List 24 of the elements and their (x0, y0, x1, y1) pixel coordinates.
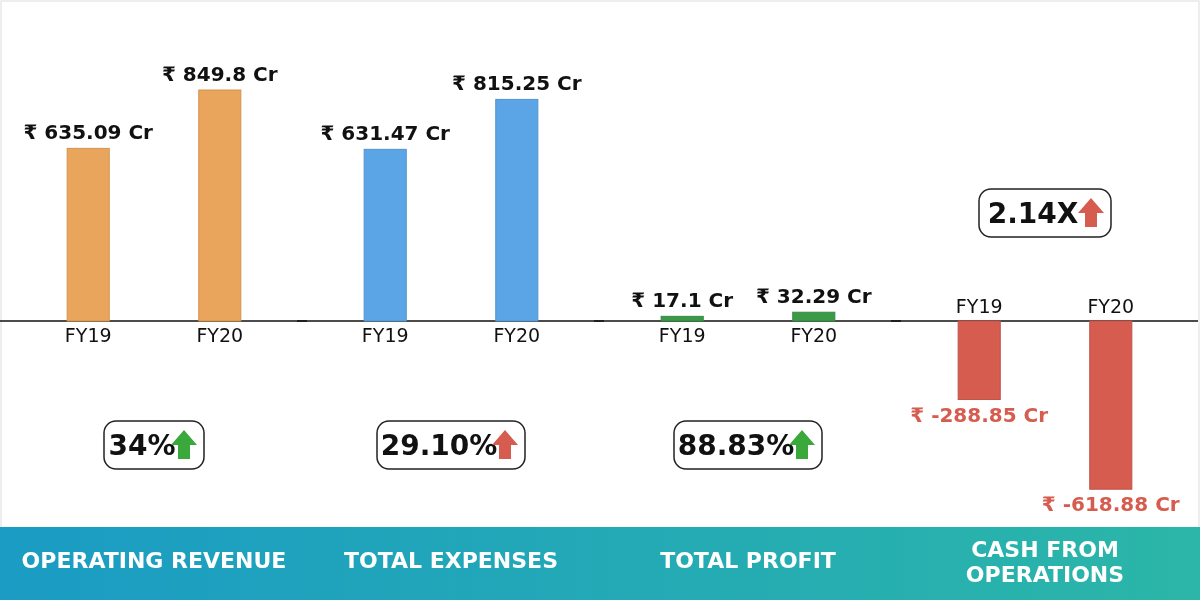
text: 2.14X (987, 197, 1079, 230)
x-tick-label: FY19 (658, 324, 706, 346)
x-tick-label: FY20 (790, 324, 838, 346)
x-tick-label: FY19 (955, 295, 1003, 317)
data-label: ₹ 32.29 Cr (755, 284, 872, 309)
data-label: ₹ 849.8 Cr (161, 62, 278, 86)
text: TOTAL PROFIT (660, 548, 836, 573)
data-label: ₹ 815.25 Cr (452, 71, 582, 96)
text: 34% (108, 429, 176, 462)
data-label: ₹ 635.09 Cr (23, 120, 154, 145)
text: OPERATING REVENUE (21, 548, 287, 573)
data-label: ₹ -288.85 Cr (910, 402, 1049, 427)
text: 88.83% (677, 429, 795, 462)
x-tick-label: FY20 (1087, 295, 1135, 317)
x-tick-label: FY19 (64, 324, 112, 346)
x-tick-label: FY20 (493, 324, 541, 346)
text: 29.10% (380, 429, 498, 462)
text: CASH FROM OPERATIONS (965, 537, 1125, 587)
x-tick-label: FY20 (196, 324, 244, 346)
text: TOTAL EXPENSES (344, 548, 558, 573)
data-label: ₹ -618.88 Cr (1041, 492, 1180, 517)
data-label: ₹ 631.47 Cr (320, 121, 451, 146)
data-label: ₹ 17.1 Cr (631, 288, 734, 313)
x-tick-label: FY19 (361, 324, 409, 346)
